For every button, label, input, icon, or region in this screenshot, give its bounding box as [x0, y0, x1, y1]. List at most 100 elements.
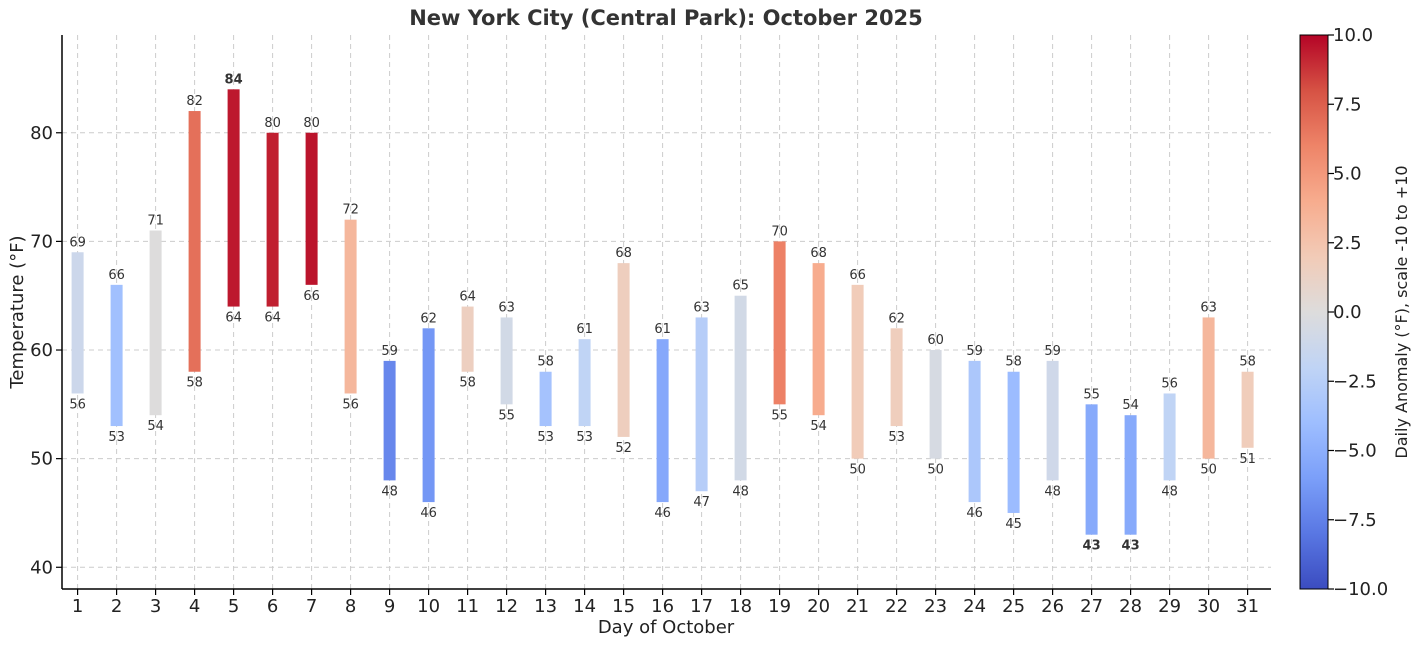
x-tick-label: 1: [72, 596, 83, 617]
colorbar-tick-label: −7.5: [1333, 510, 1377, 531]
high-label: 65: [732, 279, 749, 294]
x-tick-label: 21: [846, 596, 869, 617]
x-tick-label: 23: [924, 596, 947, 617]
high-label: 61: [576, 322, 593, 337]
x-tick-label: 15: [612, 596, 635, 617]
x-tick-label: 12: [495, 596, 518, 617]
low-label: 58: [459, 376, 476, 391]
x-tick-label: 7: [306, 596, 317, 617]
high-label: 56: [1161, 376, 1178, 391]
y-tick-label: 40: [30, 557, 53, 578]
temperature-bar: [149, 230, 162, 416]
low-label: 50: [1200, 463, 1217, 478]
high-label: 59: [1044, 344, 1061, 359]
low-label: 48: [1161, 484, 1178, 499]
x-tick-label: 26: [1041, 596, 1064, 617]
temperature-bar: [305, 132, 318, 285]
low-label: 43: [1122, 539, 1140, 554]
high-label: 66: [849, 268, 866, 283]
x-tick-label: 28: [1119, 596, 1142, 617]
low-label: 51: [1239, 452, 1256, 467]
high-label: 61: [654, 322, 671, 337]
high-label: 63: [498, 300, 515, 315]
low-label: 46: [966, 506, 983, 521]
low-label: 56: [342, 397, 359, 412]
x-tick-label: 10: [417, 596, 440, 617]
high-label: 84: [225, 72, 243, 87]
high-label: 58: [537, 355, 554, 370]
high-label: 59: [966, 344, 983, 359]
y-tick-label: 80: [30, 123, 53, 144]
x-tick-label: 11: [456, 596, 479, 617]
colorbar-ticks: −10.0 −7.5 −5.0 −2.5 0.0 2.5 5.0 7.5 10.0: [1328, 25, 1388, 600]
x-tick-label: 16: [651, 596, 674, 617]
temperature-bar: [968, 360, 981, 503]
x-ticks: 1 2 3 4 5 6 7 8 9 10 11 12 13 14 15 16 17 18 19 20 21 22 23 24 2…: [72, 589, 1259, 617]
high-label: 63: [693, 300, 710, 315]
high-label: 62: [888, 311, 905, 326]
colorbar-tick-label: −10.0: [1333, 579, 1388, 600]
x-tick-label: 17: [690, 596, 713, 617]
temperature-bar: [266, 132, 279, 307]
temperature-bar: [461, 306, 474, 372]
x-tick-label: 3: [150, 596, 161, 617]
y-tick-label: 70: [30, 231, 53, 252]
temperature-bar: [1007, 371, 1020, 513]
low-label: 53: [537, 430, 554, 445]
high-label: 82: [186, 94, 203, 109]
low-label: 55: [771, 408, 788, 423]
high-label: 68: [615, 246, 632, 261]
high-label: 62: [420, 311, 437, 326]
high-label: 69: [69, 235, 86, 250]
x-tick-label: 2: [111, 596, 122, 617]
temperature-bar: [500, 317, 513, 405]
high-label: 64: [459, 290, 476, 305]
x-tick-label: 5: [228, 596, 239, 617]
y-tick-label: 60: [30, 340, 53, 361]
temperature-bar: [695, 317, 708, 492]
low-label: 48: [381, 484, 398, 499]
colorbar-tick-label: 5.0: [1333, 164, 1362, 185]
low-label: 45: [1005, 517, 1022, 532]
colorbar-tick-label: 0.0: [1333, 302, 1362, 323]
x-tick-label: 20: [807, 596, 830, 617]
x-tick-label: 4: [189, 596, 200, 617]
high-label: 60: [927, 333, 944, 348]
temperature-bar: [851, 284, 864, 459]
x-tick-label: 24: [963, 596, 986, 617]
temperature-bar: [1163, 393, 1176, 481]
x-tick-label: 8: [345, 596, 356, 617]
colorbar-tick-label: 10.0: [1333, 25, 1373, 46]
x-tick-label: 29: [1158, 596, 1181, 617]
x-axis-label: Day of October: [598, 617, 735, 638]
colorbar-label: Daily Anomaly (°F), scale -10 to +10: [1392, 165, 1411, 458]
x-tick-label: 19: [768, 596, 791, 617]
low-label: 52: [615, 441, 632, 456]
temperature-bar: [110, 284, 123, 427]
high-label: 72: [342, 203, 359, 218]
low-label: 48: [1044, 484, 1061, 499]
temperature-bar: [422, 328, 435, 503]
low-label: 43: [1083, 539, 1101, 554]
temperature-bar: [1202, 317, 1215, 459]
high-label: 63: [1200, 300, 1217, 315]
temperature-bar: [188, 111, 201, 372]
y-ticks: 40 50 60 70 80: [30, 123, 62, 578]
temperature-bar: [773, 241, 786, 405]
colorbar: [1299, 34, 1329, 590]
temperature-bar: [227, 89, 240, 307]
y-tick-label: 50: [30, 449, 53, 470]
temperature-bar: [656, 339, 669, 503]
low-label: 54: [810, 419, 827, 434]
temperature-bar: [734, 295, 747, 481]
x-tick-label: 25: [1002, 596, 1025, 617]
low-label: 46: [654, 506, 671, 521]
low-label: 46: [420, 506, 437, 521]
low-label: 50: [927, 463, 944, 478]
low-label: 50: [849, 463, 866, 478]
low-label: 53: [108, 430, 125, 445]
temperature-bar: [71, 252, 84, 394]
low-label: 64: [264, 311, 281, 326]
high-label: 70: [771, 224, 788, 239]
